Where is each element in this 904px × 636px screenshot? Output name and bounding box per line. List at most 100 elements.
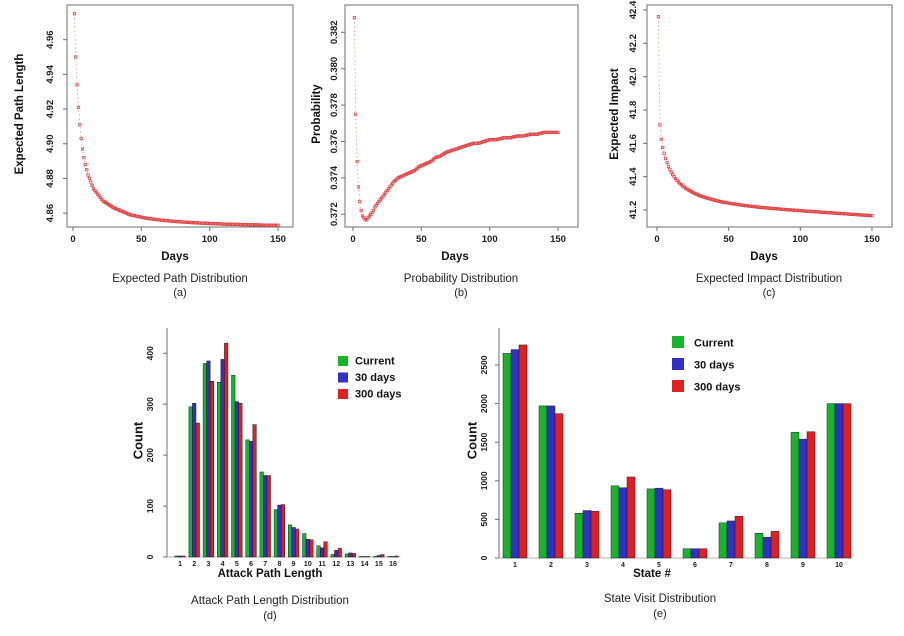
expected-impact-panel-letter: (c)	[762, 287, 776, 299]
bar-30-days	[391, 556, 396, 558]
category-label: 4	[621, 562, 625, 569]
y-tick-label: 0.372	[329, 202, 340, 226]
y-tick-label: 4.86	[45, 204, 56, 223]
bar-30-days	[249, 441, 254, 558]
bar-current	[610, 485, 620, 559]
bar-30-days	[546, 405, 556, 559]
y-tick-label: 1500	[479, 432, 489, 451]
expected-impact-caption: Expected Impact Distribution	[695, 273, 843, 285]
bar-300-days	[224, 342, 229, 558]
data-point-marker	[656, 15, 661, 19]
y-tick-label: 42.4	[628, 0, 639, 19]
bar-current	[387, 556, 392, 558]
data-point-marker	[87, 176, 91, 180]
bar-30-days	[178, 555, 183, 558]
x-tick-label: 0	[70, 234, 75, 245]
data-point-marker	[78, 123, 82, 127]
category-label: 13	[347, 561, 355, 568]
bar-30-days	[690, 548, 700, 559]
curve-dotted-line	[353, 17, 559, 221]
y-tick-label: 300	[145, 397, 155, 411]
bar-30-days	[798, 438, 808, 559]
x-tick-label: 0	[654, 234, 659, 245]
data-point-marker	[76, 105, 81, 109]
category-label: 6	[693, 562, 697, 569]
bar-30-days	[362, 556, 367, 558]
category-label: 14	[361, 561, 369, 568]
data-point-marker	[556, 130, 560, 134]
bar-300-days	[590, 511, 600, 559]
category-label: 7	[263, 561, 267, 568]
y-tick-label: 4.88	[45, 169, 56, 188]
x-tick-label: 100	[202, 234, 218, 245]
expected-path-x-axis-label: Days	[161, 251, 189, 263]
bar-300-days	[280, 504, 285, 558]
data-point-marker	[659, 137, 663, 141]
bar-300-days	[323, 541, 328, 558]
bar-current	[316, 545, 321, 558]
expected-path-caption: Expected Path Distribution	[112, 273, 248, 285]
legend-label: 30 days	[355, 372, 395, 384]
bar-300-days	[842, 403, 852, 559]
probability-panel-letter: (b)	[454, 287, 468, 299]
data-point-marker	[276, 223, 280, 227]
expected-path-plot: 0 50 100 150 4.86 4.88 4.90 4.92 4.94 4.96	[45, 4, 294, 245]
bar-30-days	[206, 360, 211, 558]
bar-current	[217, 382, 222, 558]
bar-300-days	[181, 555, 186, 558]
plot-box	[646, 4, 893, 228]
category-label: 12	[332, 561, 340, 568]
category-label: 8	[277, 561, 281, 568]
expected-impact-y-axis-label: Expected Impact	[609, 68, 621, 160]
y-tick-label: 500	[479, 512, 489, 526]
state-visit-plot: 0 500 1000 1500 2000 2500 1 2 3 4 5 6 7 8 9 10 Current 30…	[479, 328, 853, 569]
legend-swatch-green	[672, 336, 684, 348]
data-point-marker	[358, 199, 362, 204]
x-tick-label: 50	[723, 234, 734, 245]
attack-path-caption: Attack Path Length Distribution	[191, 595, 349, 607]
data-point-marker	[870, 214, 874, 218]
expected-path-panel-letter: (a)	[173, 287, 187, 299]
x-tick-label: 50	[416, 234, 427, 245]
category-label: 5	[235, 561, 239, 568]
data-point-marker	[371, 208, 376, 213]
data-point-marker	[352, 16, 357, 20]
data-point-marker	[669, 170, 673, 174]
bar-30-days	[510, 349, 520, 559]
category-label: 7	[729, 562, 733, 569]
data-point-marker	[83, 162, 87, 167]
data-point-marker	[665, 160, 669, 165]
category-label: 5	[657, 562, 661, 569]
bar-300-days	[554, 413, 564, 559]
probability-x-axis-label: Days	[441, 251, 469, 263]
legend-swatch-green	[338, 356, 348, 366]
bar-current	[302, 533, 307, 558]
probability-y-axis-label: Probability	[311, 84, 323, 144]
bar-30-days	[618, 487, 628, 559]
category-label: 9	[292, 561, 296, 568]
y-tick-label: 100	[145, 499, 155, 513]
bar-300-days	[662, 489, 672, 559]
bar-300-days	[209, 381, 214, 558]
data-point-marker	[658, 123, 662, 127]
y-tick-label: 41.6	[628, 134, 639, 153]
state-visit-caption: State Visit Distribution	[603, 593, 717, 605]
expected-impact-x-axis-label: Days	[750, 251, 778, 263]
attack-path-panel-letter: (d)	[263, 610, 277, 622]
bar-30-days	[348, 552, 353, 558]
category-label: 3	[585, 562, 589, 569]
bar-30-days	[263, 475, 268, 558]
state-visit-count-axis-label: Count	[464, 421, 480, 460]
x-tick-label: 150	[550, 234, 566, 245]
bar-30-days	[192, 402, 197, 558]
bar-300-days	[252, 424, 257, 558]
bar-30-days	[305, 538, 310, 558]
bar-current	[188, 406, 193, 558]
data-point-marker	[86, 173, 90, 177]
data-point-marker	[359, 208, 363, 213]
category-label: 4	[221, 561, 225, 568]
expected-impact-plot: 0 50 100 150 41.2 41.4 41.6 41.8 42.0 42.2 42.4	[628, 0, 893, 245]
legend-label: Current	[355, 356, 395, 368]
